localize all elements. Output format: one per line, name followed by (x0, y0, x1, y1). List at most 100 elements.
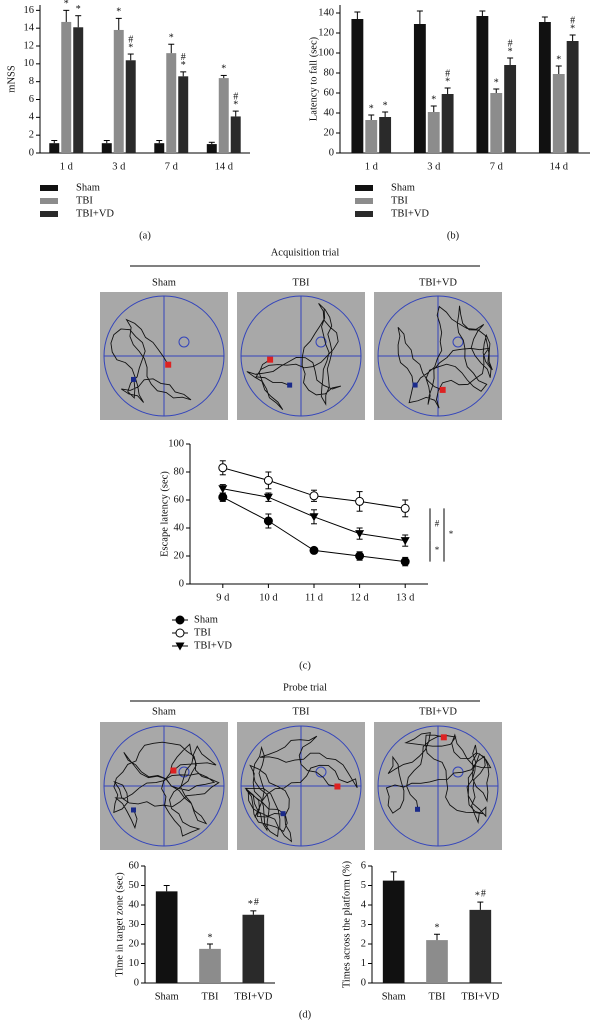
legend-label: TBI (194, 627, 211, 638)
legend-swatch (40, 198, 58, 204)
x-tick-label: 3 d (112, 161, 126, 172)
x-tick-label: 9 d (216, 592, 230, 603)
legend-label: TBI (391, 195, 408, 206)
y-tick-label: 40 (174, 522, 185, 533)
y-tick-label: 5 (361, 880, 366, 891)
data-point (400, 557, 410, 567)
data-point (309, 513, 319, 522)
swim-path (246, 303, 342, 411)
significance-marker: * (233, 99, 238, 110)
panel-label: (b) (447, 230, 460, 241)
bar (566, 41, 579, 153)
data-point (263, 475, 273, 485)
platform (178, 336, 190, 348)
x-tick-label: 14 d (550, 161, 569, 172)
bar (199, 948, 221, 983)
y-tick-label: 60 (129, 860, 140, 871)
y-tick-label: 20 (129, 938, 140, 949)
bar (476, 16, 489, 153)
bar (218, 78, 229, 153)
start-point (280, 811, 286, 817)
end-point (439, 386, 446, 393)
bracket-label: # (435, 519, 440, 529)
x-tick-label: TBI+VD (234, 991, 272, 1002)
x-tick-label: 1 d (365, 161, 379, 172)
y-tick-label: 0 (179, 578, 184, 589)
x-tick-label: 7 d (490, 161, 504, 172)
significance-marker: * (508, 46, 513, 57)
bar (490, 93, 503, 153)
bar (73, 27, 84, 154)
significance-marker: # (445, 68, 450, 79)
data-point (400, 537, 410, 546)
y-tick-label: 1 (361, 958, 366, 969)
bar (166, 53, 177, 153)
group-label: TBI+VD (419, 277, 457, 288)
y-tick-label: 0 (361, 977, 366, 988)
maze-image (237, 292, 365, 420)
significance-marker: * (445, 76, 450, 87)
platform (452, 336, 464, 348)
panel-label: (a) (139, 230, 151, 241)
y-tick-label: 20 (174, 550, 185, 561)
start-point (412, 382, 418, 388)
significance-marker: # (128, 34, 133, 45)
data-point (355, 530, 365, 539)
swim-path (113, 741, 220, 837)
y-axis-title: Latency to fall (sec) (308, 36, 319, 121)
legend-label: TBI (76, 195, 93, 206)
y-tick-label: 60 (174, 494, 185, 505)
legend-label: TBI+VD (76, 208, 114, 219)
significance-marker: * (475, 890, 480, 901)
y-tick-label: 12 (24, 40, 35, 51)
significance-marker: * (556, 54, 561, 65)
significance-marker: # (233, 91, 238, 102)
bar (178, 76, 189, 153)
bar (125, 60, 136, 153)
significance-marker: * (181, 60, 186, 71)
significance-marker: * (383, 100, 388, 111)
bar (230, 116, 241, 153)
significance-marker: # (481, 888, 486, 899)
x-tick-label: 11 d (305, 592, 324, 603)
bar (154, 143, 165, 153)
data-point (400, 503, 410, 513)
group-label: TBI (293, 277, 310, 288)
x-tick-label: TBI+VD (461, 991, 499, 1002)
significance-marker: # (254, 897, 259, 908)
significance-marker: * (221, 64, 226, 75)
bar (379, 117, 392, 153)
bar (113, 29, 124, 154)
y-tick-label: 60 (324, 87, 335, 98)
significance-marker: * (169, 33, 174, 44)
start-point (131, 807, 137, 813)
x-tick-label: 13 d (396, 592, 415, 603)
end-point (165, 361, 172, 368)
significance-marker: * (435, 923, 440, 934)
significance-marker: * (431, 94, 436, 105)
significance-marker: # (508, 38, 513, 49)
data-point (309, 491, 319, 501)
y-axis-title: Escape latency (sec) (159, 471, 170, 557)
bar (155, 891, 178, 983)
y-tick-label: 2 (29, 130, 34, 141)
bar (426, 940, 448, 983)
platform (315, 336, 327, 348)
x-tick-label: 10 d (259, 592, 278, 603)
y-tick-label: 10 (24, 58, 35, 69)
bar (206, 144, 217, 153)
maze-image (237, 722, 365, 850)
maze-image (374, 292, 502, 420)
legend-marker (175, 642, 185, 651)
x-tick-label: Sham (155, 991, 179, 1002)
maze-image (374, 722, 502, 850)
significance-marker: * (76, 4, 81, 15)
end-point (440, 734, 447, 741)
y-tick-label: 6 (361, 860, 366, 871)
bracket-label: * (449, 529, 454, 539)
x-tick-label: Sham (382, 991, 406, 1002)
legend-marker (175, 628, 185, 638)
x-tick-label: TBI (429, 991, 446, 1002)
bar (427, 112, 440, 153)
